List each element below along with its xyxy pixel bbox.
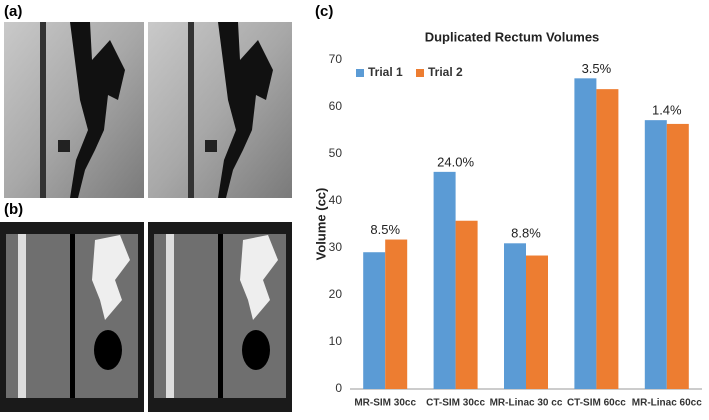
annotation: 1.4% bbox=[652, 103, 682, 118]
x-tick-label: CT-SIM 60cc bbox=[567, 398, 626, 409]
y-tick-label: 0 bbox=[335, 381, 342, 395]
x-tick-label: MR-Linac 60cc bbox=[632, 398, 702, 409]
legend-label: Trial 1 bbox=[368, 65, 403, 79]
panel-label: (a) bbox=[4, 3, 22, 20]
bar bbox=[596, 89, 619, 389]
y-tick-label: 50 bbox=[329, 146, 343, 160]
y-tick-label: 40 bbox=[329, 193, 343, 207]
panel-label: (b) bbox=[4, 201, 23, 218]
y-tick-label: 20 bbox=[329, 287, 343, 301]
x-tick-label: CT-SIM 30cc bbox=[426, 398, 485, 409]
mr-images bbox=[4, 22, 292, 198]
annotation: 24.0% bbox=[437, 154, 474, 169]
y-tick-label: 30 bbox=[329, 240, 343, 254]
bar bbox=[644, 120, 667, 389]
x-tick-label: MR-SIM 30cc bbox=[354, 398, 416, 409]
legend-swatch bbox=[416, 69, 424, 77]
bar bbox=[385, 239, 408, 389]
bar bbox=[504, 243, 526, 389]
bar bbox=[526, 255, 548, 389]
annotation: 8.5% bbox=[370, 222, 400, 237]
legend-label: Trial 2 bbox=[428, 65, 463, 79]
bar bbox=[363, 252, 386, 389]
bar bbox=[574, 78, 597, 389]
x-tick-label: MR-Linac 30 cc bbox=[490, 398, 563, 409]
annotation: 3.5% bbox=[582, 61, 612, 76]
bar bbox=[433, 171, 456, 389]
y-tick-label: 60 bbox=[329, 99, 343, 113]
bar bbox=[666, 123, 689, 390]
y-tick-label: 10 bbox=[329, 334, 343, 348]
annotation: 8.8% bbox=[511, 226, 541, 241]
panel-label: (c) bbox=[315, 3, 333, 20]
ct-images bbox=[0, 222, 292, 412]
chart-title: Duplicated Rectum Volumes bbox=[425, 29, 600, 44]
legend-swatch bbox=[356, 69, 364, 77]
y-axis-label: Volume (cc) bbox=[313, 188, 328, 261]
bar bbox=[455, 220, 478, 389]
y-tick-label: 70 bbox=[329, 52, 343, 66]
